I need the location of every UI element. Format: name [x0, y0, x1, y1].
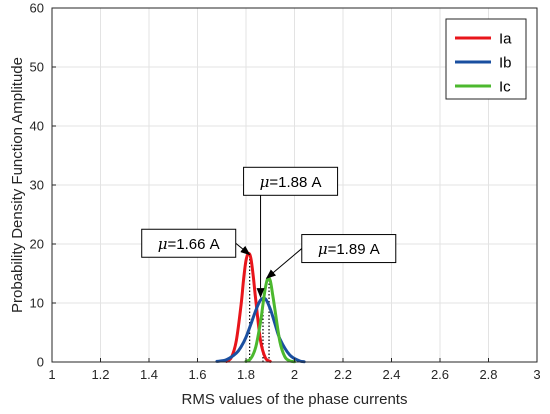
legend-label-ia: Ia: [499, 31, 512, 48]
y-axis-ticks: 0 10 20 30 40 50 60: [30, 1, 56, 370]
x-axis-ticks: 1 1.2 1.4 1.6 1.8 2 2.2 2.4 2.6 2.8 3: [48, 358, 541, 382]
annotation-text: μ=1.89 A: [318, 240, 380, 258]
x-tick-label: 2.2: [334, 367, 352, 382]
y-axis-label: Probability Density Function Amplitude: [9, 57, 26, 313]
y-tick-label: 0: [37, 355, 44, 370]
y-tick-label: 20: [30, 237, 44, 252]
legend-label-ic: Ic: [499, 79, 511, 96]
x-tick-label: 1.2: [91, 367, 109, 382]
mean-lines: [249, 256, 270, 362]
x-tick-label: 1: [48, 367, 55, 382]
series-line-ib: [215, 296, 306, 364]
annotation-value: =1.88 A: [269, 174, 321, 191]
x-tick-label: 2: [291, 367, 298, 382]
annotation-arrow: [235, 242, 251, 256]
y-tick-label: 60: [30, 1, 44, 16]
y-tick-label: 30: [30, 178, 44, 193]
annotation-mu: μ: [260, 173, 270, 191]
x-tick-label: 2.8: [479, 367, 497, 382]
legend-label-ib: Ib: [499, 55, 512, 72]
x-tick-label: 1.4: [140, 367, 158, 382]
annotation-value: =1.66 A: [168, 236, 220, 253]
annotation-mu: μ: [318, 240, 328, 258]
annotation-text: μ=1.66 A: [158, 235, 220, 253]
x-tick-label: 2.4: [382, 367, 400, 382]
annotation-box: [301, 234, 397, 264]
legend: Ia Ib Ic: [445, 18, 527, 100]
y-tick-label: 50: [30, 60, 44, 75]
y-tick-label: 10: [30, 296, 44, 311]
x-tick-label: 1.8: [237, 367, 255, 382]
x-tick-label: 1.6: [188, 367, 206, 382]
annotation-text: μ=1.88 A: [260, 173, 322, 191]
y-tick-label: 40: [30, 119, 44, 134]
x-axis-label: RMS values of the phase currents: [182, 391, 408, 408]
annotation-arrow: [265, 248, 303, 279]
x-tick-label: 3: [533, 367, 540, 382]
annotations: μ=1.66 Aμ=1.88 Aμ=1.89 A: [141, 166, 397, 299]
annotation-box: [243, 166, 339, 196]
x-tick-label: 2.6: [431, 367, 449, 382]
annotation-value: =1.89 A: [328, 241, 380, 258]
annotation-mu: μ: [158, 235, 168, 253]
annotation-box: [141, 228, 237, 258]
